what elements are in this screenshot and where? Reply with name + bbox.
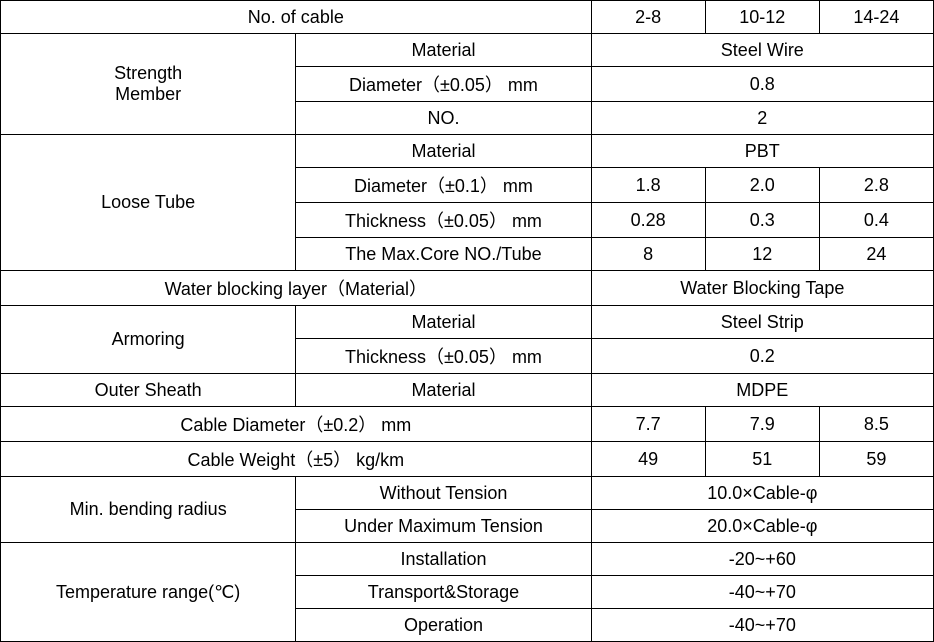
cable-diameter-row: Cable Diameter（±0.2） mm 7.7 7.9 8.5: [1, 407, 934, 442]
strength-diameter-label: Diameter（±0.05） mm: [296, 67, 591, 102]
cable-diameter-v3: 8.5: [819, 407, 933, 442]
bending-radius-label: Min. bending radius: [1, 477, 296, 543]
strength-material-value: Steel Wire: [591, 34, 933, 67]
loosetube-maxcore-v3: 24: [819, 238, 933, 271]
loosetube-thickness-v2: 0.3: [705, 203, 819, 238]
armoring-label: Armoring: [1, 306, 296, 374]
bending-without-row: Min. bending radius Without Tension 10.0…: [1, 477, 934, 510]
loosetube-thickness-v3: 0.4: [819, 203, 933, 238]
strength-no-label: NO.: [296, 102, 591, 135]
temp-transport-value: -40~+70: [591, 576, 933, 609]
cable-diameter-v2: 7.9: [705, 407, 819, 442]
loosetube-diameter-label: Diameter（±0.1） mm: [296, 168, 591, 203]
strength-diameter-value: 0.8: [591, 67, 933, 102]
outer-sheath-label: Outer Sheath: [1, 374, 296, 407]
bending-under-value: 20.0×Cable-φ: [591, 510, 933, 543]
header-col1: 2-8: [591, 1, 705, 34]
armoring-material-row: Armoring Material Steel Strip: [1, 306, 934, 339]
loosetube-maxcore-v1: 8: [591, 238, 705, 271]
bending-without-value: 10.0×Cable-φ: [591, 477, 933, 510]
loosetube-material-value: PBT: [591, 135, 933, 168]
loosetube-maxcore-label: The Max.Core NO./Tube: [296, 238, 591, 271]
temp-operation-value: -40~+70: [591, 609, 933, 642]
loosetube-material-row: Loose Tube Material PBT: [1, 135, 934, 168]
temperature-label: Temperature range(℃): [1, 543, 296, 642]
temp-install-value: -20~+60: [591, 543, 933, 576]
loosetube-diameter-v1: 1.8: [591, 168, 705, 203]
header-title: No. of cable: [1, 1, 592, 34]
strength-material-row: Strength Member Material Steel Wire: [1, 34, 934, 67]
armoring-thickness-value: 0.2: [591, 339, 933, 374]
cable-diameter-label: Cable Diameter（±0.2） mm: [1, 407, 592, 442]
cable-weight-label: Cable Weight（±5） kg/km: [1, 442, 592, 477]
cable-weight-v1: 49: [591, 442, 705, 477]
loosetube-thickness-label: Thickness（±0.05） mm: [296, 203, 591, 238]
bending-under-label: Under Maximum Tension: [296, 510, 591, 543]
loosetube-diameter-v3: 2.8: [819, 168, 933, 203]
water-blocking-row: Water blocking layer（Material） Water Blo…: [1, 271, 934, 306]
armoring-thickness-label: Thickness（±0.05） mm: [296, 339, 591, 374]
header-col3: 14-24: [819, 1, 933, 34]
temp-install-label: Installation: [296, 543, 591, 576]
cable-spec-table: No. of cable 2-8 10-12 14-24 Strength Me…: [0, 0, 934, 642]
cable-weight-v2: 51: [705, 442, 819, 477]
header-row: No. of cable 2-8 10-12 14-24: [1, 1, 934, 34]
armoring-material-value: Steel Strip: [591, 306, 933, 339]
outer-sheath-row: Outer Sheath Material MDPE: [1, 374, 934, 407]
temp-transport-label: Transport&Storage: [296, 576, 591, 609]
cable-diameter-v1: 7.7: [591, 407, 705, 442]
loosetube-label: Loose Tube: [1, 135, 296, 271]
strength-no-value: 2: [591, 102, 933, 135]
strength-member-label: Strength Member: [1, 34, 296, 135]
cable-weight-v3: 59: [819, 442, 933, 477]
temp-operation-label: Operation: [296, 609, 591, 642]
outer-sheath-material-value: MDPE: [591, 374, 933, 407]
strength-material-label: Material: [296, 34, 591, 67]
cable-weight-row: Cable Weight（±5） kg/km 49 51 59: [1, 442, 934, 477]
bending-without-label: Without Tension: [296, 477, 591, 510]
loosetube-thickness-v1: 0.28: [591, 203, 705, 238]
header-col2: 10-12: [705, 1, 819, 34]
temp-install-row: Temperature range(℃) Installation -20~+6…: [1, 543, 934, 576]
outer-sheath-material-label: Material: [296, 374, 591, 407]
water-blocking-label: Water blocking layer（Material）: [1, 271, 592, 306]
loosetube-material-label: Material: [296, 135, 591, 168]
armoring-material-label: Material: [296, 306, 591, 339]
loosetube-diameter-v2: 2.0: [705, 168, 819, 203]
water-blocking-value: Water Blocking Tape: [591, 271, 933, 306]
loosetube-maxcore-v2: 12: [705, 238, 819, 271]
